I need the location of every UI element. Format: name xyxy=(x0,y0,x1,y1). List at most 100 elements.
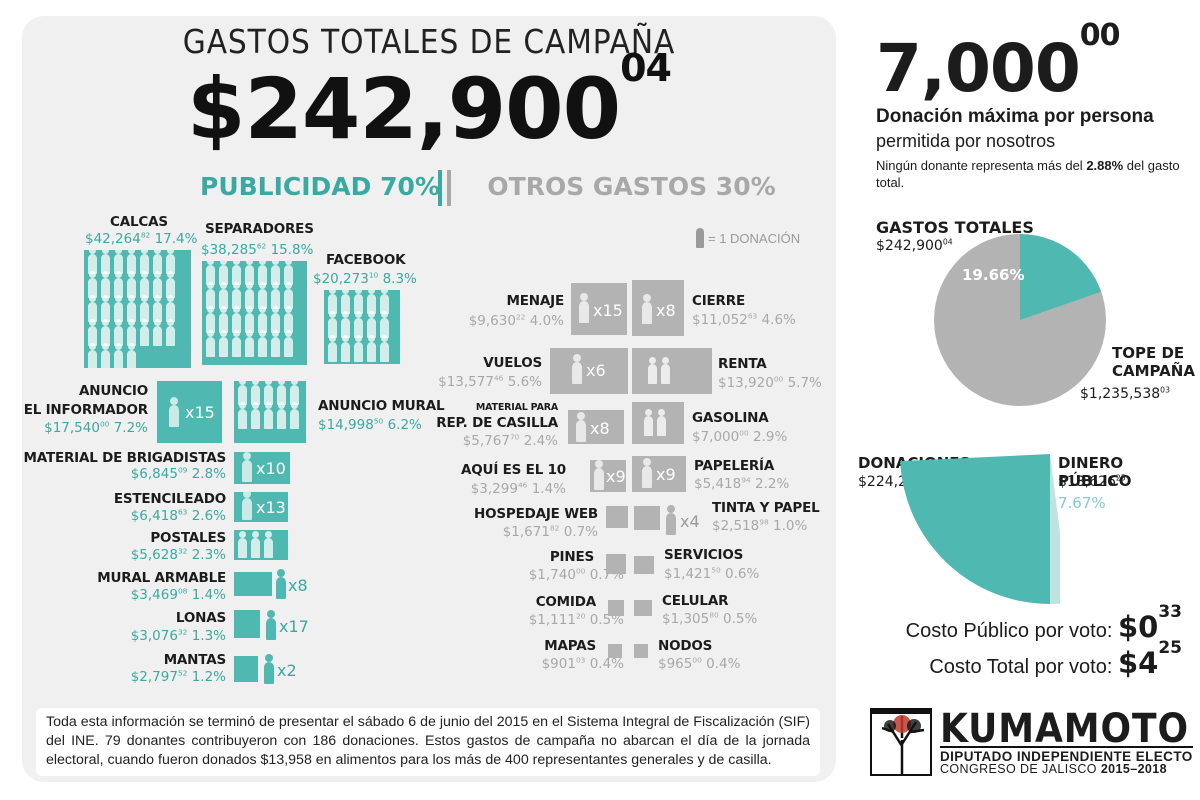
multiplier: x15 xyxy=(593,301,623,320)
person-icon xyxy=(341,311,350,338)
block-gasolina xyxy=(632,402,684,444)
person-icon xyxy=(219,306,228,333)
multiplier: x8 xyxy=(656,301,676,320)
pie1-gastos-label: GASTOS TOTALES xyxy=(876,218,1034,237)
person-icon xyxy=(219,330,228,357)
multiplier: x17 xyxy=(279,617,309,636)
person-icon xyxy=(341,290,350,314)
cost-total: Costo Total por voto: $425 xyxy=(929,638,1182,681)
person-icon xyxy=(232,330,241,357)
person-icon xyxy=(114,295,123,322)
person-icon xyxy=(153,295,162,322)
person-icon xyxy=(251,531,260,558)
item-amount-separadores: $38,28562 15.8% xyxy=(201,241,314,258)
item-label-postales: POSTALES xyxy=(150,530,226,546)
person-icon xyxy=(284,261,293,285)
person-icon xyxy=(328,335,337,362)
logo-subtitle: DIPUTADO INDEPENDIENTE ELECTO xyxy=(940,746,1193,764)
person-icon xyxy=(579,293,589,323)
person-icon xyxy=(127,271,136,298)
person-icon xyxy=(264,402,273,429)
person-icon xyxy=(328,311,337,338)
item-amount-servicios: $1,42150 0.6% xyxy=(664,565,760,582)
logo-congreso: CONGRESO DE JALISCO 2015–2018 xyxy=(940,762,1167,776)
person-icon xyxy=(127,343,136,368)
item-label-casilla-small: MATERIAL PARA xyxy=(475,402,558,413)
person-icon xyxy=(232,261,241,285)
person-icon xyxy=(114,250,123,274)
item-label-casilla: REP. DE CASILLA xyxy=(436,415,558,431)
item-amount-cierre: $11,05263 4.6% xyxy=(692,311,796,328)
page-title: GASTOS TOTALES DE CAMPAÑA xyxy=(182,22,676,61)
pie2-pub-pct: 7.67% xyxy=(1058,494,1106,512)
person-icon xyxy=(258,306,267,333)
person-icon xyxy=(266,610,276,640)
person-icon xyxy=(367,335,376,362)
item-label-servicios: SERVICIOS xyxy=(664,547,744,563)
person-icon xyxy=(277,381,286,405)
person-icon xyxy=(206,306,215,333)
block-comida xyxy=(608,600,624,616)
person-icon xyxy=(101,271,110,298)
person-icon xyxy=(127,250,136,274)
person-icon xyxy=(380,335,389,362)
pie-slice-publico xyxy=(1050,454,1060,604)
person-icon xyxy=(101,295,110,322)
person-icon xyxy=(166,250,175,274)
person-icon xyxy=(251,381,260,405)
block-anuncio-mural xyxy=(234,381,306,443)
block-calcas xyxy=(84,250,191,368)
person-icon xyxy=(242,492,252,520)
person-icon xyxy=(219,282,228,309)
person-icon xyxy=(101,319,110,346)
pie-fuentes xyxy=(900,454,1060,604)
item-label-renta: RENTA xyxy=(718,356,767,372)
pie1-gastos-amount: $242,90004 xyxy=(876,237,953,254)
person-icon xyxy=(276,569,286,599)
item-amount-celular: $1,30580 0.5% xyxy=(662,610,758,627)
item-label-mantas: MANTAS xyxy=(163,652,227,668)
person-icon xyxy=(354,311,363,338)
person-icon xyxy=(648,357,657,384)
person-icon xyxy=(284,330,293,357)
pie2-pub-amount: $18,62625 xyxy=(1058,473,1126,490)
item-label-calcas: CALCAS xyxy=(110,214,168,230)
block-mantas xyxy=(234,656,258,682)
divider-grey xyxy=(447,170,451,206)
item-amount-mural-armable: $3,46908 1.4% xyxy=(130,586,226,603)
person-icon xyxy=(219,261,228,285)
person-icon xyxy=(153,271,162,298)
person-icon xyxy=(127,295,136,322)
item-label-mapas: MAPAS xyxy=(544,638,596,654)
max-donation-title: Donación máxima por persona xyxy=(876,106,1154,127)
person-icon xyxy=(380,290,389,314)
item-amount-estencileado: $6,41863 2.6% xyxy=(130,507,226,524)
person-icon xyxy=(101,343,110,368)
person-icon xyxy=(367,311,376,338)
person-icon xyxy=(258,261,267,285)
person-icon xyxy=(258,330,267,357)
person-icon xyxy=(114,319,123,346)
item-label-pines: PINES xyxy=(549,549,594,565)
item-amount-casilla: $5,76770 2.4% xyxy=(462,432,558,449)
block-lonas xyxy=(234,610,260,638)
block-brigadistas: x10 xyxy=(234,452,290,484)
item-amount-lonas: $3,07632 1.3% xyxy=(130,627,226,644)
pie1-tope-amount: $1,235,53803 xyxy=(1080,385,1170,402)
item-label-vuelos: VUELOS xyxy=(483,355,542,371)
multiplier: x4 xyxy=(680,512,700,531)
multiplier: x15 xyxy=(185,403,215,422)
publicidad-label: PUBLICIDAD 70% xyxy=(200,172,440,201)
item-label-facebook: FACEBOOK xyxy=(326,252,406,268)
item-amount-nodos: $96500 0.4% xyxy=(658,655,741,672)
block-estencileado: x13 xyxy=(234,492,288,522)
item-amount-pines: $1,74000 0.7% xyxy=(528,566,624,583)
person-icon xyxy=(206,330,215,357)
person-icon xyxy=(277,402,286,429)
person-icon xyxy=(354,335,363,362)
person-icon xyxy=(166,271,175,298)
block-celular xyxy=(634,600,652,616)
block-cierre: x8 xyxy=(632,280,684,336)
person-icon xyxy=(114,271,123,298)
block-hospedaje xyxy=(606,506,628,528)
